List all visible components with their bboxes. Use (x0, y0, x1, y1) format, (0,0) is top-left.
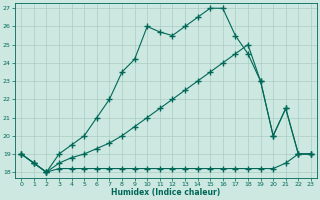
X-axis label: Humidex (Indice chaleur): Humidex (Indice chaleur) (111, 188, 221, 197)
